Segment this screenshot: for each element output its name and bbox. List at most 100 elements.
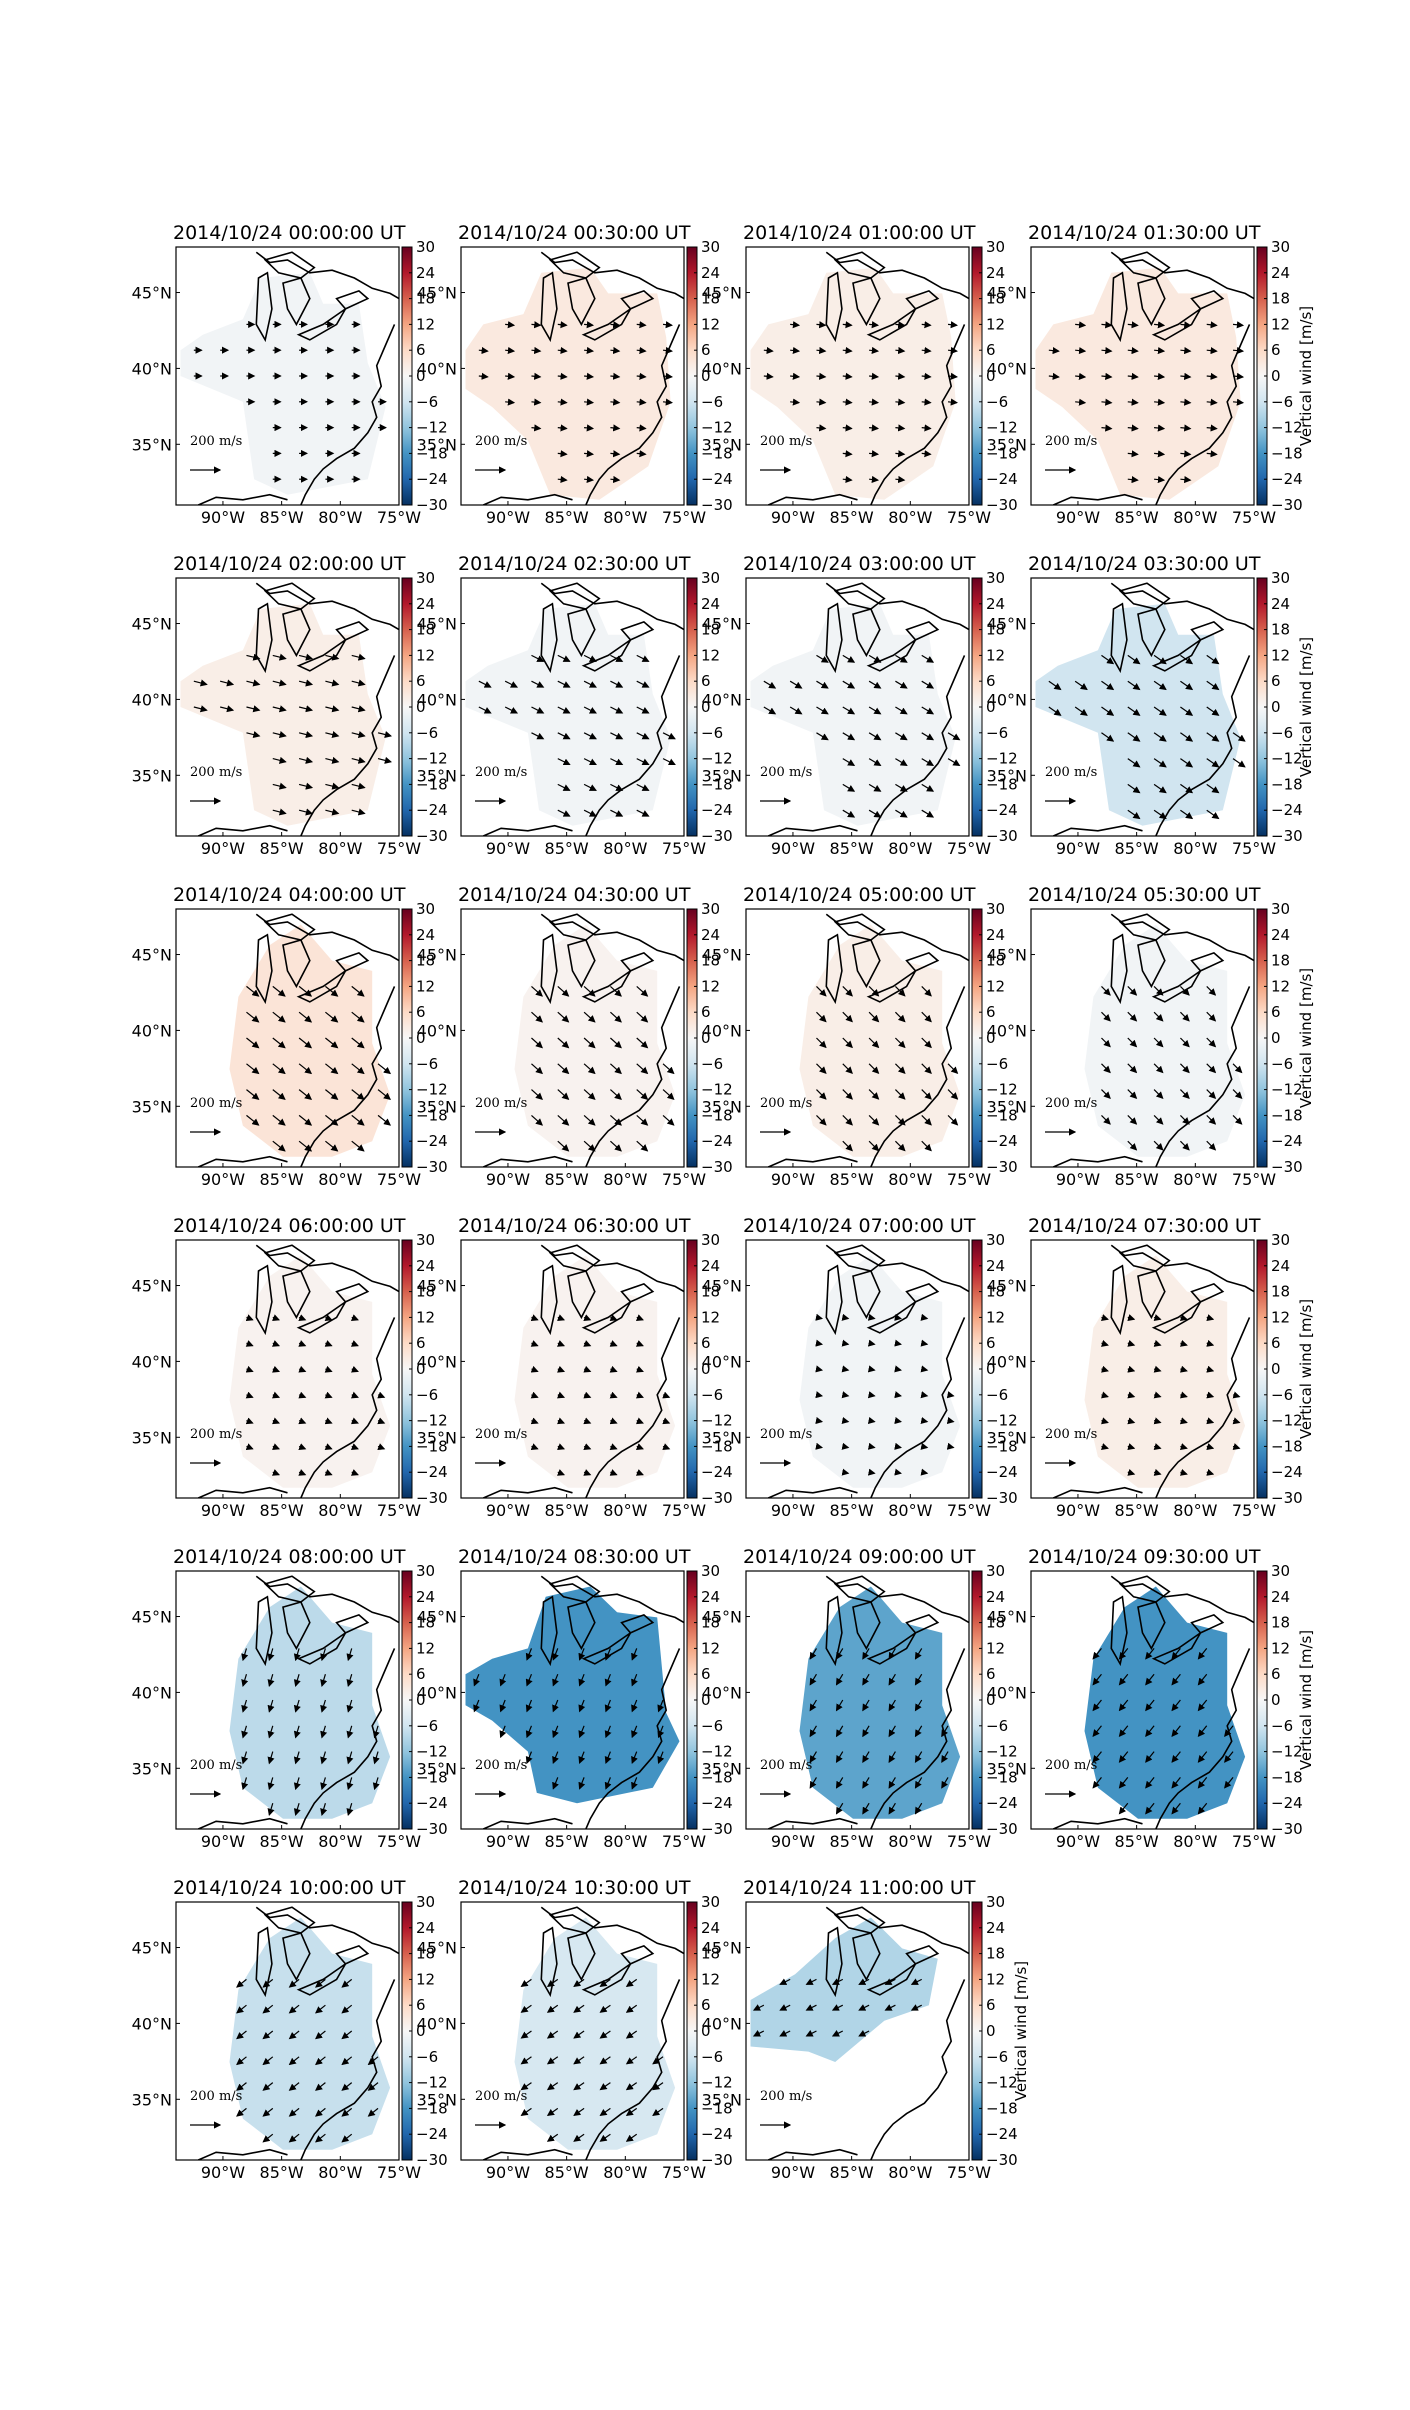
wind-vector (1101, 321, 1113, 329)
coastline (585, 986, 681, 1167)
x-tick-label: 75°W (377, 1170, 421, 1189)
wind-vector (841, 1313, 850, 1321)
wind-vector (1101, 1114, 1111, 1125)
wind-vector (894, 1140, 906, 1152)
wind-vector (1145, 1802, 1155, 1815)
panel-title: 2014/10/24 05:30:00 UT (1028, 884, 1261, 906)
wind-vector (1127, 347, 1139, 355)
y-tick-label: 45°N (132, 284, 172, 303)
colorbar-tick-label: 24 (1271, 595, 1290, 613)
wind-vector (1153, 680, 1167, 691)
x-tick-label: 80°W (603, 839, 647, 858)
wind-vector (947, 1089, 959, 1100)
wind-vector (1180, 758, 1194, 768)
wind-vector (894, 1391, 902, 1399)
wind-vector (241, 1725, 249, 1739)
lake-outline (282, 1270, 311, 1320)
colorbar-tick-label: 12 (1271, 315, 1290, 333)
wind-vector (341, 2082, 353, 2091)
wind-vector (236, 1978, 247, 1988)
wind-vector (552, 1777, 559, 1790)
coastline (870, 324, 966, 505)
colorbar-tick-label: −24 (416, 470, 448, 488)
x-tick-label: 90°W (486, 508, 530, 527)
lake-outline (540, 602, 558, 674)
wind-vector (1092, 1725, 1102, 1738)
colorbar-tick-label: 6 (986, 1003, 996, 1021)
lake-outline (255, 602, 273, 674)
wind-vector (921, 450, 932, 458)
wind-vector (241, 1648, 249, 1662)
wind-vector (809, 1725, 817, 1738)
y-tick-label: 40°N (987, 1352, 1027, 1371)
wind-vector (1153, 1089, 1164, 1100)
wind-vector (1153, 1114, 1164, 1125)
y-tick-label: 40°N (987, 359, 1027, 378)
colorbar-tick-label: 18 (1271, 621, 1290, 639)
wind-vector (1101, 1417, 1109, 1425)
colorbar-tick-label: −12 (701, 2074, 733, 2092)
colorbar-tick-label: −6 (1271, 1717, 1293, 1735)
wind-vector (625, 2082, 638, 2091)
wind-vector (531, 346, 542, 355)
wind-vector (609, 1314, 618, 1321)
coastline (540, 582, 684, 631)
x-tick-label: 75°W (947, 1832, 991, 1851)
lake-outline (1151, 639, 1202, 672)
wind-vector (1101, 1089, 1111, 1100)
x-tick-label: 75°W (662, 1501, 706, 1520)
x-tick-label: 75°W (947, 508, 991, 527)
wind-vector (298, 1391, 307, 1399)
wind-vector (1232, 398, 1245, 406)
wind-vector (635, 1417, 644, 1425)
scale-label: 200 m/s (760, 765, 812, 780)
lake-outline (263, 582, 316, 610)
x-tick-label: 85°W (260, 508, 304, 527)
lake-outline (548, 251, 601, 279)
wind-vector (546, 2004, 559, 2013)
x-tick-label: 90°W (1056, 839, 1100, 858)
colorbar-tick-label: 24 (701, 595, 720, 613)
scale-label: 200 m/s (1045, 1096, 1097, 1111)
wind-vector (288, 1978, 300, 1988)
wind-vector (1206, 1417, 1215, 1425)
wind-vector (914, 1673, 923, 1686)
coastline (1110, 1244, 1254, 1293)
wind-vector (1145, 1673, 1155, 1686)
wind-vector (325, 653, 340, 661)
wind-vector (557, 1340, 566, 1347)
x-tick-label: 85°W (830, 1170, 874, 1189)
wind-vector (573, 2004, 585, 2013)
colorbar-tick-label: −30 (701, 1489, 733, 1507)
colorbar-tick-label: 24 (701, 264, 720, 282)
wind-vector (921, 706, 935, 715)
colorbar-tick-label: 24 (986, 926, 1005, 944)
panel-title: 2014/10/24 03:00:00 UT (743, 553, 976, 575)
colorbar-tick-label: 30 (416, 569, 435, 587)
lake-outline (567, 1601, 596, 1651)
wind-vector (888, 1725, 896, 1738)
y-tick-label: 40°N (417, 359, 457, 378)
wind-vector (351, 782, 366, 790)
y-tick-label: 45°N (987, 615, 1027, 634)
wind-vector (246, 653, 261, 661)
wind-vector (1179, 1089, 1190, 1100)
wind-vector (350, 1417, 359, 1425)
lake-outline (866, 639, 917, 672)
wind-vector (816, 680, 829, 689)
colorbar-tick-label: 0 (1271, 1360, 1281, 1378)
colorbar-tick-label: −24 (986, 1463, 1018, 1481)
wind-vector (262, 2082, 274, 2091)
colorbar-tick-label: 6 (1271, 341, 1281, 359)
wind-vector (583, 1365, 592, 1373)
wind-vector (610, 1089, 622, 1100)
wind-vector (346, 1803, 354, 1816)
x-tick-label: 80°W (318, 1170, 362, 1189)
scale-label: 200 m/s (190, 1427, 242, 1442)
wind-vector (1092, 1751, 1102, 1763)
wind-vector (816, 1063, 827, 1074)
panel-title: 2014/10/24 06:30:00 UT (458, 1215, 691, 1237)
wind-vector (1127, 1417, 1136, 1425)
coastline (255, 582, 399, 631)
